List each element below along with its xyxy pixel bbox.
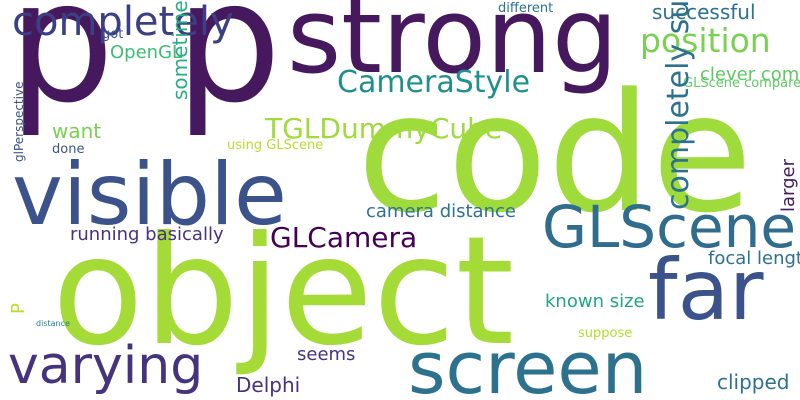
word-different: successful xyxy=(652,0,756,24)
word-far: far xyxy=(648,241,764,339)
word-successful: want xyxy=(52,119,102,143)
word-camerastyle: CameraStyle xyxy=(337,65,531,100)
word-sometimes: seems xyxy=(297,344,356,365)
word-p-2: p xyxy=(175,0,282,140)
word-code: code xyxy=(357,58,753,249)
word-glperspective: Delphi xyxy=(236,373,301,397)
word-opengl: clever combination xyxy=(700,64,800,85)
word-got: OpenGL xyxy=(110,42,183,63)
word-position: position xyxy=(640,21,771,60)
word-clipped: focal length xyxy=(708,248,800,269)
word-larger: clipped xyxy=(717,370,790,394)
word-suppose: camera distance xyxy=(366,201,516,222)
word-glcamera: completely surrounded xyxy=(661,0,696,210)
word-clever-combination: different xyxy=(498,1,554,16)
word-completely-surrounded: suppose xyxy=(578,326,633,341)
word-using-glscene: got xyxy=(102,27,124,42)
word-visible: visible xyxy=(12,145,287,245)
word-completely: completely xyxy=(12,0,234,45)
word-strong: strong xyxy=(287,0,618,97)
word-done: sometimes xyxy=(168,0,192,100)
word-p-1: p xyxy=(8,0,115,140)
word-object: object xyxy=(52,205,515,379)
word-screen: screen xyxy=(408,326,648,400)
word-camera-distance: done xyxy=(52,142,85,157)
word-glscene-compared: glPerspective xyxy=(12,81,26,162)
word-focal-length: GLScene compared xyxy=(683,76,800,91)
word-known-size: larger xyxy=(778,158,799,212)
word-p-small: distance xyxy=(36,319,70,328)
word-glscene: GLScene xyxy=(542,193,797,261)
word-delphi: P xyxy=(8,303,29,314)
word-running-basically: using GLScene xyxy=(227,138,324,153)
word-seems: running basically xyxy=(70,224,224,245)
word-tgldummycube: GLCamera xyxy=(270,221,418,254)
word-varying: varying xyxy=(8,336,204,396)
word-distance: known size xyxy=(545,291,645,312)
word-want: TGLDummyCube xyxy=(265,112,503,145)
